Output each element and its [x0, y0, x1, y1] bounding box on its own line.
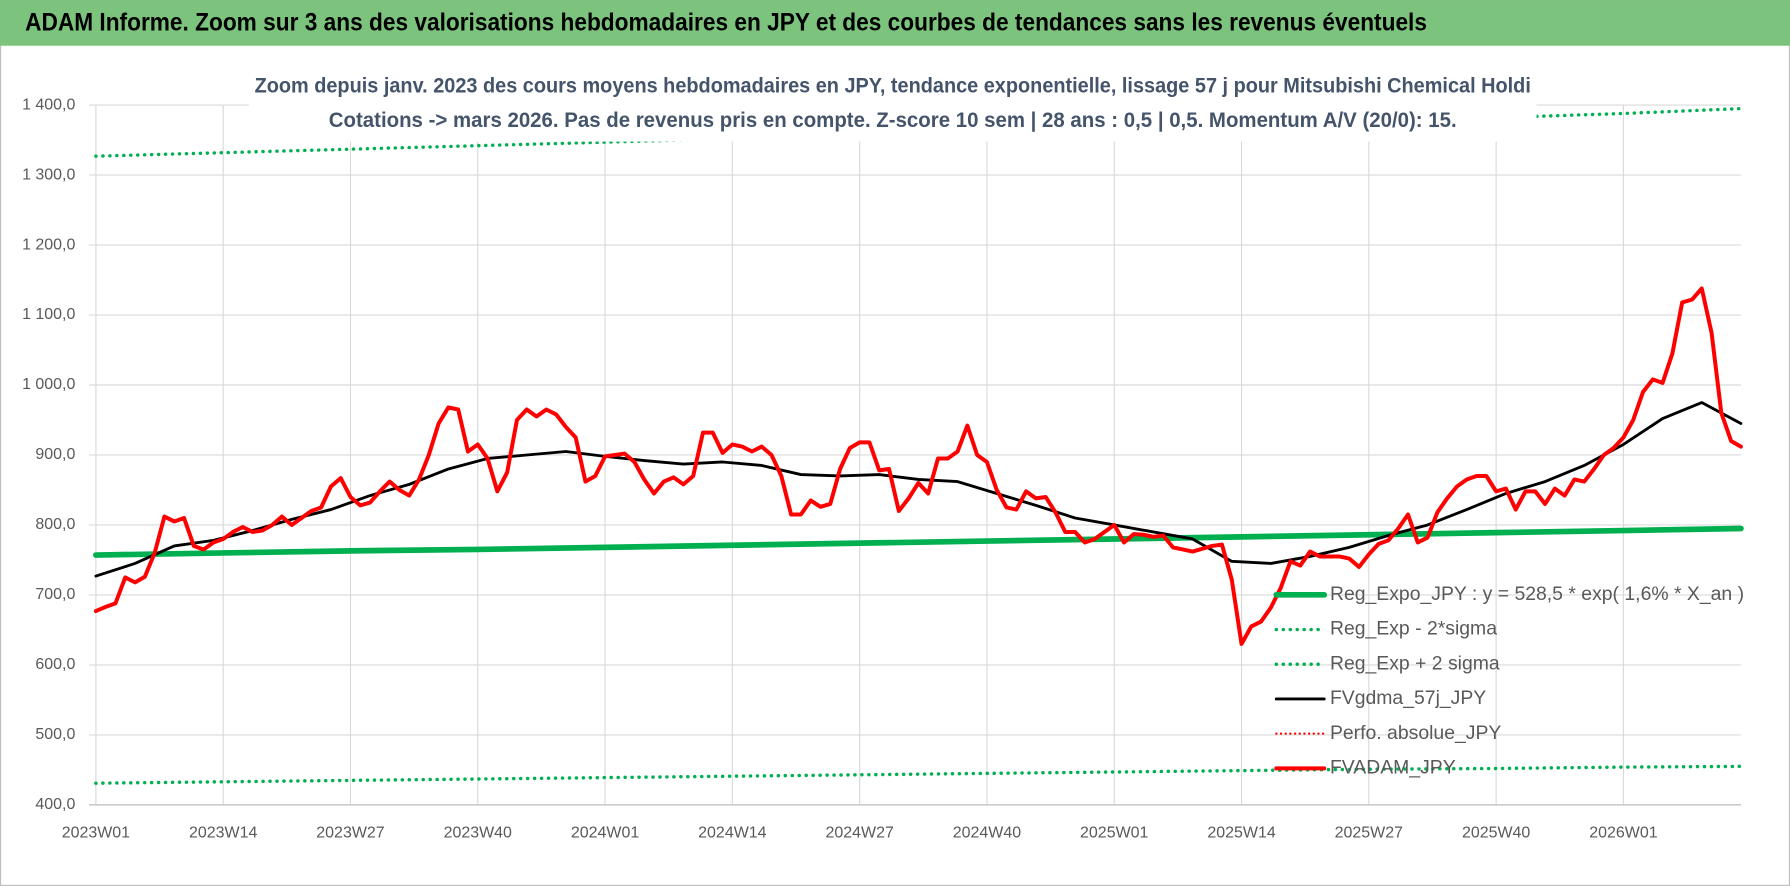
x-tick-label: 2024W40 — [953, 825, 1021, 842]
banner-title: ADAM Informe. Zoom sur 3 ans des valoris… — [25, 9, 1427, 37]
chart-subtitle: Cotations -> mars 2026. Pas de revenus p… — [329, 107, 1457, 132]
x-tick-label: 2023W27 — [316, 825, 384, 842]
y-tick-label: 400,0 — [35, 796, 75, 813]
legend-label: Reg_Exp + 2 sigma — [1330, 652, 1500, 674]
x-tick-label: 2024W27 — [825, 825, 893, 842]
y-tick-label: 700,0 — [35, 586, 75, 603]
legend-label: Reg_Expo_JPY : y = 528,5 * exp( 1,6% * X… — [1330, 583, 1744, 605]
x-tick-label: 2023W14 — [189, 825, 257, 842]
banner-bar — [0, 0, 1790, 46]
chart-title: Zoom depuis janv. 2023 des cours moyens … — [255, 73, 1531, 98]
y-tick-label: 500,0 — [35, 726, 75, 743]
y-tick-label: 1 400,0 — [22, 96, 75, 113]
legend-label: Reg_Exp - 2*sigma — [1330, 618, 1497, 640]
x-tick-label: 2026W01 — [1589, 825, 1657, 842]
title-box — [248, 66, 1537, 142]
y-tick-label: 600,0 — [35, 656, 75, 673]
series-line — [93, 525, 1744, 558]
legend-label: FVgdma_57j_JPY — [1330, 687, 1486, 709]
series-line — [94, 401, 1743, 578]
series-line — [93, 286, 1743, 646]
x-tick-label: 2023W01 — [62, 825, 130, 842]
x-tick-label: 2025W40 — [1462, 825, 1530, 842]
legend-label: Perfo. absolue_JPY — [1330, 722, 1501, 744]
series-line — [94, 764, 1743, 785]
y-tick-label: 1 100,0 — [22, 306, 75, 323]
y-tick-label: 900,0 — [35, 446, 75, 463]
x-tick-label: 2023W40 — [444, 825, 512, 842]
y-tick-label: 1 300,0 — [22, 166, 75, 183]
legend: Reg_Expo_JPY : y = 528,5 * exp( 1,6% * X… — [1273, 583, 1744, 778]
y-tick-label: 1 200,0 — [22, 236, 75, 253]
x-tick-label: 2024W01 — [571, 825, 639, 842]
y-tick-label: 800,0 — [35, 516, 75, 533]
x-tick-label: 2024W14 — [698, 825, 766, 842]
x-tick-label: 2025W01 — [1080, 825, 1148, 842]
x-tick-label: 2025W14 — [1207, 825, 1275, 842]
y-tick-label: 1 000,0 — [22, 376, 75, 393]
legend-label: FVADAM_JPY — [1330, 756, 1456, 778]
x-tick-label: 2025W27 — [1335, 825, 1403, 842]
